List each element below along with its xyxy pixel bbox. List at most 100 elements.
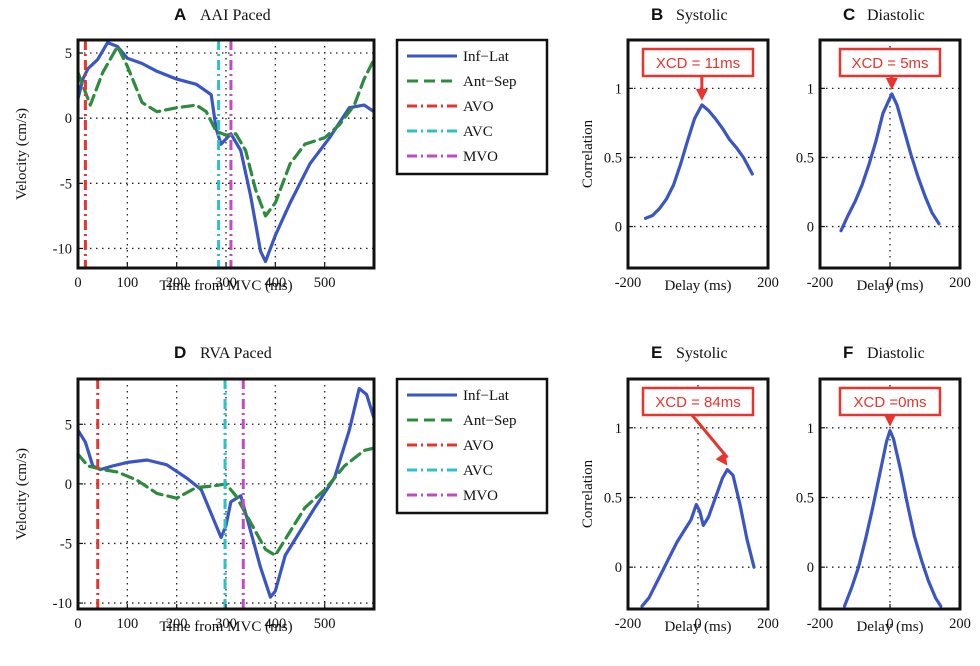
y-tick-label: 0 (615, 220, 622, 236)
series-antsep-line (78, 44, 374, 218)
series-group (643, 103, 754, 220)
legend-label: AVO (463, 438, 494, 454)
y-axis-label: Correlation (580, 119, 596, 188)
x-tick-label: 0 (74, 275, 81, 291)
panel-f: -200 0 200 0 0.5 1 Delay (ms) F Diastolic XCD =0m… (796, 343, 971, 635)
series-group (839, 92, 941, 233)
y-tick-label: -5 (60, 176, 72, 192)
panel-a: 0 100 200 300 400 500 -10 -5 0 5 Time from MVC (ms… (14, 5, 549, 294)
panel-letter: E (651, 343, 662, 362)
y-tick-label: 0.5 (796, 150, 814, 166)
x-axis-label: Delay (ms) (664, 619, 731, 635)
y-tick-label: 0 (807, 220, 814, 236)
annotation-arrow-shaft (690, 414, 729, 459)
series-correlation-line (643, 103, 754, 220)
y-tick-label: 1 (807, 81, 814, 97)
annotation-arrow-head (715, 452, 728, 466)
xcd-annotation: XCD = 11ms (641, 47, 755, 101)
x-tick-label: 200 (949, 275, 971, 291)
series-inflat-line (78, 41, 374, 264)
legend-label: AVO (463, 99, 494, 115)
y-tick-label: 5 (65, 417, 72, 433)
series-group (78, 379, 374, 609)
annotation-arrow-head (885, 77, 898, 90)
x-tick-label: -200 (615, 275, 642, 291)
series-correlation-line (839, 92, 941, 233)
y-tick-label: 0 (65, 477, 72, 493)
annotation-text: XCD = 5ms (851, 55, 928, 72)
y-axis-label: Correlation (580, 459, 596, 528)
y-tick-label: 0 (65, 111, 72, 127)
legend-label: MVO (463, 488, 498, 504)
annotation-box (641, 386, 755, 417)
series-inflat-line (78, 386, 374, 599)
x-tick-label: 0 (74, 616, 81, 632)
legend-label: MVO (463, 149, 498, 165)
panel-e: -200 0 200 0 0.5 1 Delay (ms) Correlation E Systo… (580, 343, 779, 635)
y-tick-label: 0.5 (604, 150, 622, 166)
y-tick-label: 5 (65, 46, 72, 62)
legend-label: Inf−Lat (463, 388, 510, 404)
annotation-box (641, 47, 755, 78)
x-tick-label: 200 (757, 275, 779, 291)
x-tick-label: 200 (166, 275, 188, 291)
x-axis-label: Time from MVC (ms) (159, 619, 292, 635)
panel-letter: A (174, 5, 186, 24)
xcd-annotation: XCD = 84ms (641, 386, 755, 466)
x-tick-label: 400 (264, 616, 286, 632)
series-group (78, 40, 374, 268)
panel-letter: F (843, 343, 853, 362)
panel-title: Diastolic (867, 345, 925, 362)
panel-letter: D (174, 343, 186, 362)
series-group (842, 429, 943, 608)
x-tick-label: 0 (886, 616, 893, 632)
x-tick-label: -200 (615, 616, 642, 632)
plot-frame (626, 38, 770, 270)
series-group (640, 468, 756, 608)
panel-title: Systolic (676, 345, 728, 362)
panel-title: AAI Paced (200, 7, 271, 24)
x-tick-label: 100 (116, 275, 138, 291)
series-correlation-line (640, 468, 756, 608)
x-tick-label: 200 (166, 616, 188, 632)
panel-title: RVA Paced (200, 345, 272, 362)
x-tick-label: 300 (215, 616, 237, 632)
x-axis-label: Delay (ms) (856, 278, 923, 294)
y-tick-label: -10 (53, 241, 72, 257)
y-tick-label: 0.5 (604, 490, 622, 506)
y-axis-label: Velocity (cm/s) (14, 108, 30, 200)
annotation-arrow-head (884, 414, 896, 427)
y-tick-label: 0.5 (796, 490, 814, 506)
panel-letter: B (651, 5, 663, 24)
y-tick-label: -5 (60, 536, 72, 552)
panel-letter: C (843, 5, 855, 24)
annotation-box (838, 386, 942, 417)
legend: Inf−Lat Ant−Sep AVO AVC MVO (395, 38, 549, 176)
legend-label: Ant−Sep (463, 74, 516, 90)
legend-label: AVC (463, 463, 493, 479)
y-tick-label: 0 (807, 560, 814, 576)
panel-d: 0 100 200 300 400 500 -10 -5 0 5 Time from MVC (ms… (14, 343, 549, 635)
x-axis-label: Delay (ms) (856, 619, 923, 635)
panel-c: -200 0 200 0 0.5 1 Delay (ms) C Diastolic XCD = 5… (796, 5, 971, 294)
annotation-arrow-head (695, 88, 708, 101)
x-tick-label: 400 (264, 275, 286, 291)
x-axis-label: Delay (ms) (664, 278, 731, 294)
annotation-text: XCD = 84ms (655, 394, 740, 411)
y-tick-label: 1 (807, 421, 814, 437)
annotation-text: XCD =0ms (854, 394, 927, 411)
x-tick-label: -200 (807, 616, 834, 632)
x-tick-label: 0 (886, 275, 893, 291)
legend-label: Ant−Sep (463, 413, 516, 429)
panel-title: Diastolic (867, 7, 925, 24)
x-tick-label: 100 (116, 616, 138, 632)
annotation-text: XCD = 11ms (656, 55, 740, 72)
x-tick-label: 300 (215, 275, 237, 291)
y-tick-label: -10 (53, 596, 72, 612)
x-tick-label: 200 (949, 616, 971, 632)
x-tick-label: 0 (694, 616, 701, 632)
x-tick-label: 200 (757, 616, 779, 632)
legend-label: Inf−Lat (463, 49, 510, 65)
legend: Inf−Lat Ant−Sep AVO AVC MVO (395, 377, 549, 515)
